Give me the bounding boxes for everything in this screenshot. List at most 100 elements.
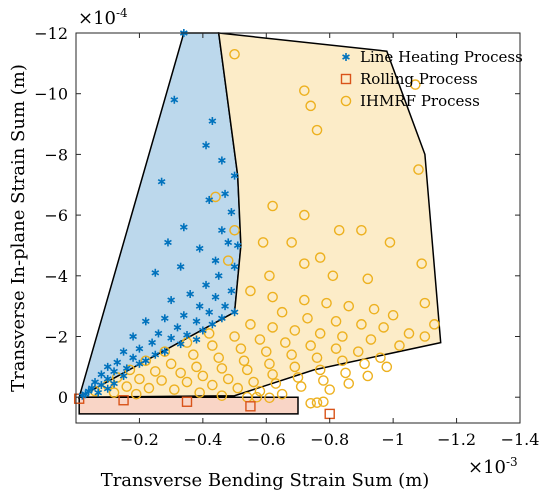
point-2-46 — [229, 331, 240, 342]
point-2-98 — [121, 381, 133, 392]
point-0-20 — [214, 271, 223, 280]
point-0-17 — [230, 262, 239, 271]
region-2 — [78, 32, 442, 398]
point-0-37 — [198, 326, 207, 335]
point-2-61 — [381, 361, 393, 373]
legend-entry-0: Line Heating Process — [360, 48, 523, 66]
point-0-42 — [192, 335, 201, 344]
point-2-64 — [213, 352, 225, 364]
point-0-58 — [103, 374, 112, 383]
point-2-1 — [299, 85, 310, 96]
point-2-74 — [216, 363, 228, 374]
point-2-42 — [337, 331, 348, 342]
point-0-47 — [119, 347, 128, 356]
legend: Line Heating Process Rolling Process IHMRF… — [340, 48, 523, 110]
point-2-52 — [375, 352, 386, 364]
point-2-102 — [216, 390, 228, 401]
point-2-81 — [149, 366, 161, 377]
point-0-59 — [91, 378, 99, 387]
point-0-64 — [84, 387, 93, 396]
legend-entry-2: IHMRF Process — [360, 92, 480, 110]
point-2-95 — [254, 385, 266, 397]
point-2-44 — [394, 340, 405, 351]
point-0-15 — [195, 244, 204, 253]
x-tick-label-2: −0.6 — [247, 430, 286, 449]
point-2-72 — [165, 358, 177, 370]
point-2-24 — [267, 291, 278, 303]
legend-entry-1: Rolling Process — [360, 70, 478, 88]
plot-frame — [75, 32, 521, 424]
x-tick-label-0: −0.2 — [120, 430, 159, 449]
point-2-15 — [314, 252, 326, 263]
point-2-23 — [245, 285, 256, 297]
point-0-49 — [129, 353, 137, 362]
y-tick-label-5: −10 — [34, 85, 68, 104]
point-0-24 — [211, 293, 220, 302]
point-2-84 — [222, 373, 234, 385]
point-2-54 — [207, 340, 218, 351]
point-2-20 — [362, 273, 374, 285]
point-0-18 — [176, 262, 185, 271]
point-0-25 — [167, 296, 176, 305]
point-2-78 — [318, 375, 329, 386]
point-0-38 — [154, 329, 163, 338]
ticks-layer: −0.2 −0.4 −0.6 −0.8 −1 −1.2 −1.4 0 −2 −4 −6 −8 −10 −1… — [34, 24, 539, 449]
point-2-30 — [429, 319, 440, 330]
point-2-26 — [321, 297, 332, 309]
y-tick-label-3: −6 — [44, 206, 68, 225]
point-2-10 — [257, 237, 269, 248]
point-2-57 — [286, 349, 297, 361]
point-2-9 — [229, 224, 240, 236]
point-2-83 — [197, 370, 209, 382]
point-0-30 — [179, 311, 188, 320]
point-0-7 — [205, 195, 214, 204]
point-0-46 — [160, 347, 169, 356]
point-0-51 — [113, 358, 122, 367]
y-tick-label-6: −12 — [34, 24, 68, 43]
point-2-8 — [299, 209, 310, 221]
point-2-16 — [299, 258, 310, 269]
point-2-51 — [352, 346, 364, 357]
point-2-5 — [413, 164, 424, 175]
point-0-2 — [208, 117, 217, 126]
point-2-33 — [330, 316, 342, 327]
point-0-45 — [135, 344, 144, 353]
point-2-91 — [156, 375, 167, 386]
point-2-17 — [222, 255, 234, 266]
point-2-88 — [324, 384, 336, 395]
point-0-12 — [164, 238, 172, 247]
point-2-22 — [419, 297, 431, 309]
point-2-105 — [108, 387, 120, 398]
point-2-21 — [416, 258, 427, 269]
point-2-43 — [365, 334, 377, 345]
point-2-50 — [330, 343, 342, 354]
point-2-94 — [232, 382, 244, 394]
point-2-0 — [229, 48, 240, 60]
point-0-16 — [211, 256, 220, 265]
point-2-34 — [356, 319, 367, 330]
point-0-65 — [94, 388, 103, 397]
y-tick-label-2: −4 — [44, 267, 68, 286]
point-0-50 — [141, 356, 150, 365]
point-0-4 — [218, 156, 226, 165]
point-0-44 — [176, 340, 185, 349]
point-0-34 — [141, 317, 150, 326]
point-2-59 — [337, 355, 348, 367]
point-0-55 — [110, 367, 118, 376]
point-2-27 — [343, 300, 355, 312]
point-2-70 — [362, 370, 374, 382]
point-2-76 — [267, 369, 278, 380]
point-0-8 — [221, 189, 229, 198]
point-2-79 — [343, 378, 355, 389]
point-0-9 — [227, 208, 236, 217]
point-2-4 — [311, 124, 323, 136]
point-0-5 — [230, 171, 239, 180]
point-2-99 — [143, 382, 155, 394]
x-tick-label-4: −1 — [381, 430, 405, 449]
point-1-1 — [118, 395, 129, 406]
point-2-73 — [191, 361, 202, 373]
point-2-13 — [356, 224, 367, 236]
point-0-28 — [230, 308, 239, 317]
point-2-39 — [267, 322, 278, 333]
